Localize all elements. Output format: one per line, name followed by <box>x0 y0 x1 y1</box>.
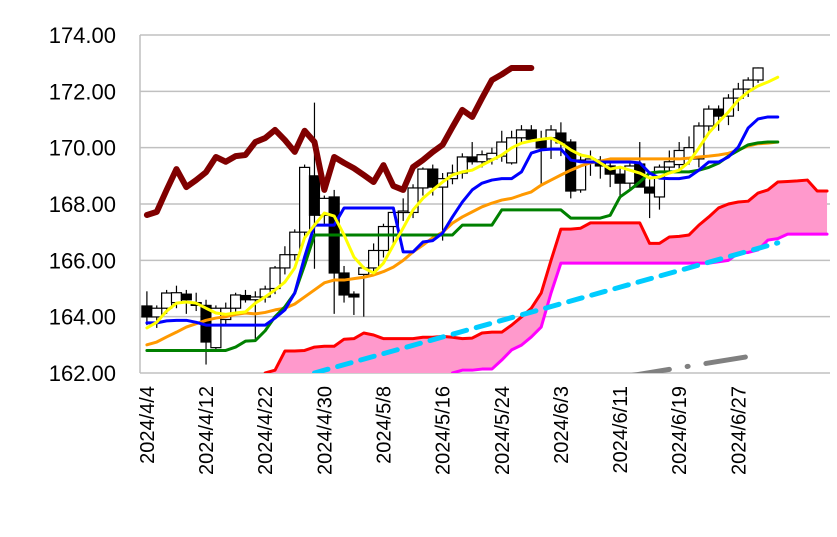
y-tick-label: 172.00 <box>49 79 116 104</box>
candle <box>703 105 715 134</box>
candle-body-up <box>161 292 173 309</box>
candle <box>299 164 311 238</box>
x-tick-label: 2024/4/12 <box>196 386 218 475</box>
candle-body-down <box>466 156 478 163</box>
x-tick-label: 2024/4/30 <box>314 386 336 475</box>
candle <box>417 167 429 196</box>
candle-body-up <box>230 294 242 309</box>
candle-body-up <box>752 67 764 81</box>
candle <box>239 289 252 303</box>
x-tick-label: 2024/6/19 <box>669 386 691 475</box>
plot-area <box>141 64 829 373</box>
ichimoku-cloud <box>265 180 828 373</box>
candle <box>338 265 350 303</box>
candle-body-up <box>575 159 587 191</box>
candle-body-down <box>644 186 656 194</box>
x-tick-label: 2024/5/16 <box>433 386 455 475</box>
y-tick-label: 174.00 <box>49 23 116 48</box>
candle <box>318 195 330 227</box>
trend-line-cyan <box>311 240 781 373</box>
candle <box>397 198 409 221</box>
candle-body-up <box>170 292 183 304</box>
candle-body-down <box>614 173 626 184</box>
senkou-span-a-line <box>263 178 829 373</box>
x-tick-label: 2024/5/8 <box>373 386 395 464</box>
candle-body-up <box>151 307 163 318</box>
ma-short-line <box>145 75 780 330</box>
candle-body-up <box>377 225 390 252</box>
candle-body-up <box>397 210 409 214</box>
x-axis-labels: 2024/4/4 2024/4/12 2024/4/22 2024/4/30 2024/… <box>137 386 750 475</box>
candle <box>377 223 390 258</box>
y-tick-label: 164.00 <box>49 305 116 330</box>
candle-body-up <box>417 168 429 189</box>
candle <box>279 246 291 275</box>
candle <box>752 67 764 83</box>
candle-body-up <box>703 108 715 127</box>
x-tick-label: 2024/6/11 <box>610 386 632 474</box>
candle <box>230 292 242 314</box>
candle-body-up <box>289 231 301 256</box>
candle <box>515 125 528 143</box>
candle-body-down <box>180 293 192 301</box>
candle <box>525 125 537 143</box>
candle <box>614 167 626 196</box>
candle <box>368 243 380 275</box>
candle-body-down <box>427 168 439 188</box>
x-tick-label: 2024/4/22 <box>255 386 277 475</box>
x-tick-label: 2024/4/4 <box>137 386 159 464</box>
candle-body-down <box>239 294 252 301</box>
candle-body-up <box>653 166 666 198</box>
candle <box>348 291 360 315</box>
candle-body-up <box>732 88 744 99</box>
candle-body-down <box>713 108 725 117</box>
conversion-line-line <box>145 115 780 327</box>
candle-body-up <box>210 307 222 349</box>
y-tick-label: 162.00 <box>49 361 116 386</box>
x-tick-label: 2024/5/24 <box>492 386 514 475</box>
candle-body-down <box>338 272 350 296</box>
candle-body-down <box>348 293 360 298</box>
candle-body-up <box>476 154 488 163</box>
candle <box>732 82 744 112</box>
candle <box>456 153 468 179</box>
candle <box>308 102 321 269</box>
candle <box>466 142 478 165</box>
candle-body-up <box>742 79 754 90</box>
candle <box>545 125 557 159</box>
candle <box>141 291 153 326</box>
candle-body-down <box>141 305 153 318</box>
candle-body-up <box>299 166 311 233</box>
senkou-span-b-line <box>450 232 829 373</box>
candle-body-down <box>308 175 321 216</box>
ma-long-line <box>145 140 780 347</box>
candle-body-up <box>663 161 675 168</box>
trend-line-gray <box>631 352 761 373</box>
x-tick-label: 2024/6/3 <box>551 386 573 464</box>
y-tick-label: 170.00 <box>49 136 116 161</box>
candle <box>575 153 587 193</box>
candle <box>358 265 370 317</box>
candle <box>289 229 301 261</box>
x-tick-label: 2024/6/27 <box>728 386 750 475</box>
y-tick-label: 168.00 <box>49 192 116 217</box>
candle-body-up <box>279 254 291 269</box>
candle <box>644 178 656 219</box>
lagging-span-line <box>143 64 535 218</box>
candle <box>328 189 340 314</box>
candle-body-up <box>515 129 528 139</box>
y-axis-labels: 162.00 164.00 166.00 168.00 170.00 172.00 174.… <box>49 23 116 386</box>
candle <box>663 150 675 174</box>
candle-body-down <box>525 129 537 140</box>
y-tick-label: 166.00 <box>49 248 116 273</box>
candle-body-up <box>368 249 380 269</box>
